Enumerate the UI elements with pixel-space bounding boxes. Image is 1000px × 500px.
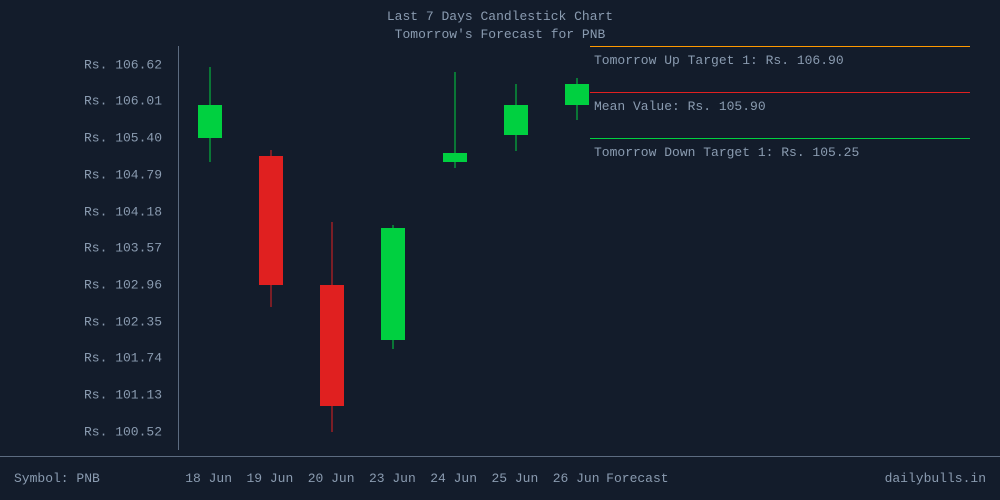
candle: [504, 46, 528, 450]
candle-body: [504, 105, 528, 135]
footer: Symbol: PNB 18 Jun 19 Jun 20 Jun 23 Jun 24 J…: [0, 456, 1000, 500]
chart-title: Last 7 Days Candlestick Chart Tomorrow's…: [0, 8, 1000, 44]
y-tick-label: Rs. 100.52: [84, 424, 162, 439]
y-tick-label: Rs. 106.01: [84, 94, 162, 109]
title-line-1: Last 7 Days Candlestick Chart: [0, 8, 1000, 26]
legend-item: Tomorrow Up Target 1: Rs. 106.90: [590, 46, 970, 68]
x-tick-label: 20 Jun: [308, 471, 355, 486]
y-tick-label: Rs. 103.57: [84, 241, 162, 256]
legend: Tomorrow Up Target 1: Rs. 106.90 Mean Val…: [590, 46, 970, 184]
candle-body: [259, 156, 283, 285]
candle: [320, 46, 344, 450]
y-tick-label: Rs. 104.79: [84, 167, 162, 182]
y-tick-label: Rs. 105.40: [84, 131, 162, 146]
legend-item: Tomorrow Down Target 1: Rs. 105.25: [590, 138, 970, 160]
x-tick-label: 23 Jun: [369, 471, 416, 486]
legend-text: Mean Value: Rs. 105.90: [590, 99, 970, 114]
symbol-label: Symbol: PNB: [14, 471, 100, 486]
y-tick-label: Rs. 101.74: [84, 351, 162, 366]
y-tick-label: Rs. 101.13: [84, 388, 162, 403]
x-tick-label: 18 Jun: [185, 471, 232, 486]
y-tick-label: Rs. 102.35: [84, 314, 162, 329]
chart-region: Rs. 106.62Rs. 106.01Rs. 105.40Rs. 104.79…: [90, 46, 970, 450]
x-tick-label: 26 Jun: [553, 471, 600, 486]
legend-line: [590, 46, 970, 47]
y-tick-label: Rs. 106.62: [84, 57, 162, 72]
forecast-label: Forecast: [606, 471, 668, 486]
legend-text: Tomorrow Up Target 1: Rs. 106.90: [590, 53, 970, 68]
legend-line: [590, 92, 970, 93]
x-tick-label: 25 Jun: [491, 471, 538, 486]
candle-body: [565, 84, 589, 105]
candle: [381, 46, 405, 450]
legend-line: [590, 138, 970, 139]
x-tick-label: 24 Jun: [430, 471, 477, 486]
title-line-2: Tomorrow's Forecast for PNB: [0, 26, 1000, 44]
y-axis-labels: Rs. 106.62Rs. 106.01Rs. 105.40Rs. 104.79…: [90, 46, 170, 450]
watermark: dailybulls.in: [885, 471, 986, 486]
candle: [565, 46, 589, 450]
candle: [443, 46, 467, 450]
legend-item: Mean Value: Rs. 105.90: [590, 92, 970, 114]
legend-text: Tomorrow Down Target 1: Rs. 105.25: [590, 145, 970, 160]
y-tick-label: Rs. 102.96: [84, 278, 162, 293]
x-tick-label: 19 Jun: [246, 471, 293, 486]
y-tick-label: Rs. 104.18: [84, 204, 162, 219]
candle-body: [443, 153, 467, 162]
candle-body: [320, 285, 344, 406]
candle: [259, 46, 283, 450]
candle-body: [381, 228, 405, 339]
candle: [198, 46, 222, 450]
x-axis-labels: 18 Jun 19 Jun 20 Jun 23 Jun 24 Jun 25 Jun 26 J…: [178, 471, 668, 491]
candle-body: [198, 105, 222, 138]
